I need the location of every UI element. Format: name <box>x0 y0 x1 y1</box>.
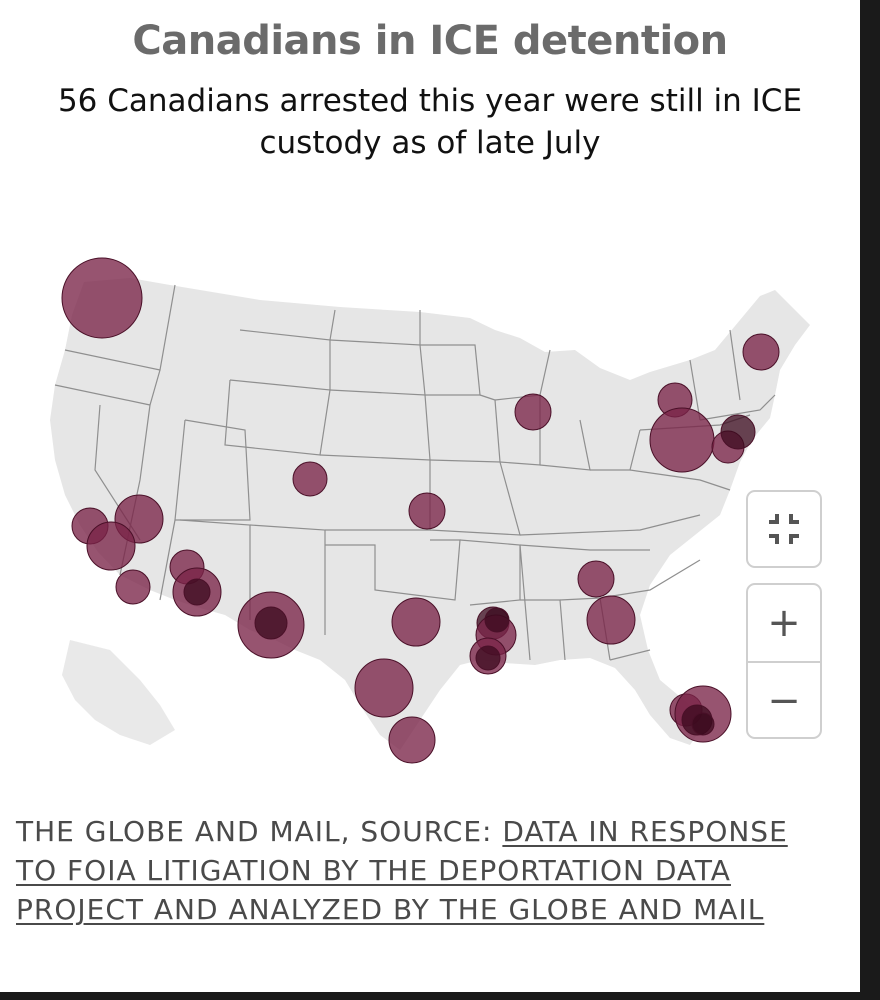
detention-bubble[interactable] <box>691 712 715 736</box>
detention-bubble[interactable] <box>354 658 414 718</box>
reset-view-button[interactable] <box>746 490 822 568</box>
detention-bubble[interactable] <box>183 578 211 606</box>
zoom-out-button[interactable]: − <box>767 678 801 724</box>
detention-bubble[interactable] <box>61 257 143 339</box>
detention-bubble[interactable] <box>115 569 151 605</box>
state-borders <box>54 284 776 661</box>
zoom-control: + − <box>746 583 822 739</box>
source-link[interactable]: DATA IN RESPONSE TO FOIA LITIGATION BY T… <box>16 815 788 926</box>
detention-bubble[interactable] <box>649 407 715 473</box>
bubble-layer <box>61 257 780 764</box>
detention-bubble[interactable] <box>742 333 780 371</box>
detention-bubble[interactable] <box>720 414 756 450</box>
source-prefix: THE GLOBE AND MAIL, SOURCE: <box>16 815 503 848</box>
detention-bubble[interactable] <box>388 716 436 764</box>
detention-bubble[interactable] <box>577 560 615 598</box>
detention-bubble[interactable] <box>391 597 441 647</box>
shrink-arrows-icon <box>748 492 820 566</box>
us-map[interactable] <box>0 0 860 780</box>
chart-subtitle: 56 Canadians arrested this year were sti… <box>57 83 803 161</box>
detention-bubble[interactable] <box>484 607 510 633</box>
detention-bubble[interactable] <box>86 521 136 571</box>
detention-bubble[interactable] <box>292 461 328 497</box>
detention-bubble[interactable] <box>586 595 636 645</box>
detention-bubble[interactable] <box>408 492 446 530</box>
detention-bubble[interactable] <box>254 606 288 640</box>
zoom-in-button[interactable]: + <box>748 585 820 663</box>
detention-bubble[interactable] <box>514 393 552 431</box>
source-credit: THE GLOBE AND MAIL, SOURCE: DATA IN RESP… <box>16 812 816 929</box>
chart-title: Canadians in ICE detention <box>132 18 728 64</box>
detention-bubble[interactable] <box>475 645 501 671</box>
page: Canadians in ICE detention 56 Canadians … <box>0 0 860 992</box>
